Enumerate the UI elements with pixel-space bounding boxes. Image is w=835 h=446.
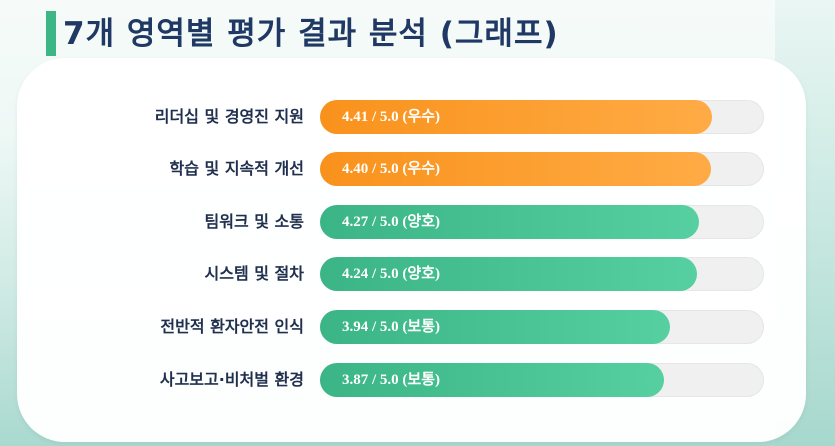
- category-label: 리더십 및 경영진 지원: [154, 107, 304, 126]
- bar-track: 4.41 / 5.0 (우수): [320, 100, 764, 134]
- chart-row: 사고보고·비처벌 환경 3.87 / 5.0 (보통): [0, 363, 835, 397]
- bar-track: 4.40 / 5.0 (우수): [320, 152, 764, 186]
- category-label: 시스템 및 절차: [204, 264, 304, 283]
- value-label: 3.94 / 5.0 (보통): [342, 319, 441, 335]
- bar-fill: 4.24 / 5.0 (양호): [320, 257, 697, 291]
- value-label: 4.40 / 5.0 (우수): [342, 161, 441, 177]
- bar-track: 4.27 / 5.0 (양호): [320, 205, 764, 239]
- category-label: 학습 및 지속적 개선: [169, 159, 304, 178]
- value-label: 4.24 / 5.0 (양호): [342, 266, 441, 282]
- chart-row: 시스템 및 절차 4.24 / 5.0 (양호): [0, 257, 835, 291]
- chart-row: 전반적 환자안전 인식 3.94 / 5.0 (보통): [0, 310, 835, 344]
- bar-track: 3.87 / 5.0 (보통): [320, 363, 764, 397]
- chart-row: 리더십 및 경영진 지원 4.41 / 5.0 (우수): [0, 100, 835, 134]
- category-label: 팀워크 및 소통: [204, 212, 304, 231]
- value-label: 4.41 / 5.0 (우수): [342, 109, 441, 125]
- bar-fill: 4.27 / 5.0 (양호): [320, 205, 700, 239]
- bar-fill: 3.94 / 5.0 (보통): [320, 310, 670, 344]
- value-label: 3.87 / 5.0 (보통): [342, 372, 441, 388]
- chart-row: 학습 및 지속적 개선 4.40 / 5.0 (우수): [0, 152, 835, 186]
- bar-track: 4.24 / 5.0 (양호): [320, 257, 764, 291]
- category-label: 사고보고·비처벌 환경: [159, 370, 304, 389]
- value-label: 4.27 / 5.0 (양호): [342, 214, 441, 230]
- bar-track: 3.94 / 5.0 (보통): [320, 310, 764, 344]
- chart-row: 팀워크 및 소통 4.27 / 5.0 (양호): [0, 205, 835, 239]
- bar-fill: 4.41 / 5.0 (우수): [320, 100, 712, 134]
- bar-fill: 3.87 / 5.0 (보통): [320, 363, 664, 397]
- category-label: 전반적 환자안전 인식: [160, 317, 304, 336]
- page-title: 7개 영역별 평가 결과 분석 (그래프): [63, 16, 559, 52]
- bar-fill: 4.40 / 5.0 (우수): [320, 152, 711, 186]
- title-accent-bar: [46, 11, 56, 56]
